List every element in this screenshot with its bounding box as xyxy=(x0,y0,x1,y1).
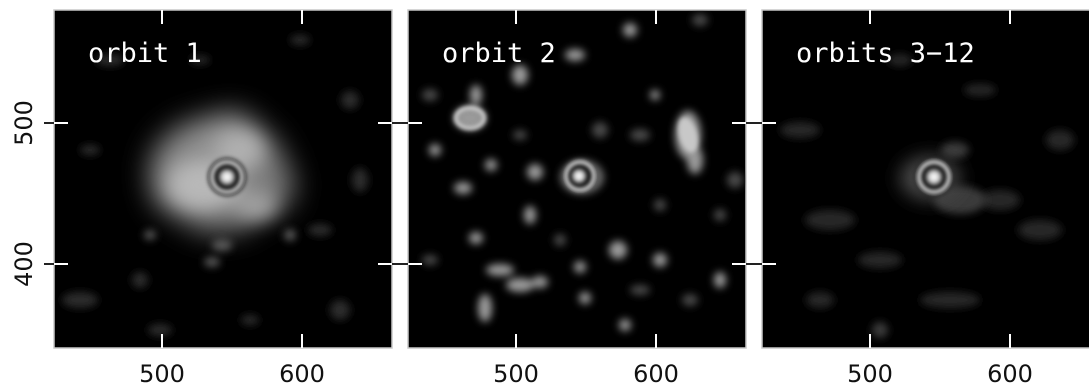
panel-1-image xyxy=(62,35,368,336)
x-tick-label: 600 xyxy=(633,360,679,388)
panel-1-label: orbit 1 xyxy=(88,38,202,69)
x-tick-label: 600 xyxy=(987,360,1033,388)
panel-2-label: orbit 2 xyxy=(442,38,556,69)
tick-marks xyxy=(54,10,1011,348)
x-tick-label: 600 xyxy=(279,360,325,388)
outer-tick-marks xyxy=(44,122,762,265)
x-tick-label: 500 xyxy=(847,360,893,388)
panel-orbit-2: orbit 2 xyxy=(407,9,747,349)
panel-3-label: orbits 3−12 xyxy=(796,38,975,69)
x-tick-label: 500 xyxy=(493,360,539,388)
panel-orbit-1: orbit 1 xyxy=(53,9,393,349)
panel-2-image xyxy=(422,14,743,331)
y-tick-label: 500 xyxy=(10,100,38,146)
x-tick-label: 500 xyxy=(139,360,185,388)
panel-orbits-3-12: orbits 3−12 xyxy=(761,9,1089,349)
y-tick-labels: 500 400 xyxy=(10,100,38,287)
y-tick-label: 400 xyxy=(10,241,38,287)
panel-3-image xyxy=(780,54,1074,338)
x-tick-labels: 500 600 500 600 500 600 xyxy=(139,360,1033,388)
